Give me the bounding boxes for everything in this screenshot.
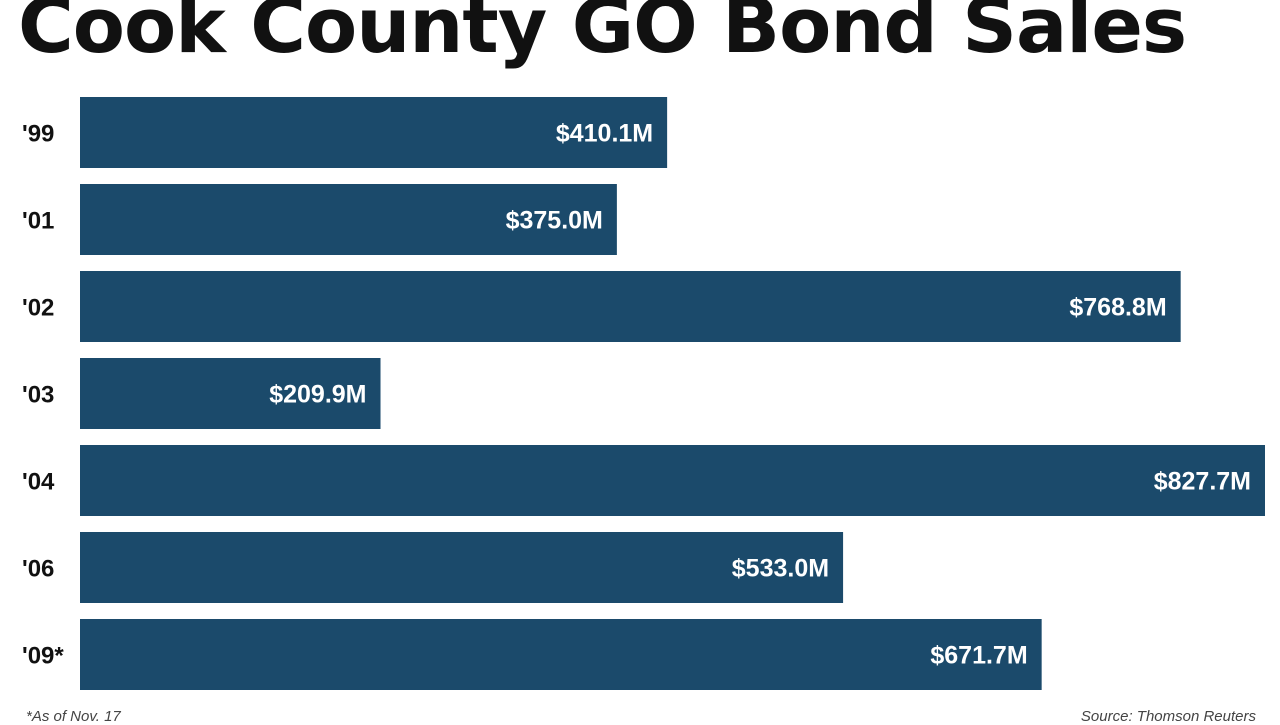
bar-3: [80, 358, 381, 429]
value-label: $375.0M: [506, 207, 603, 235]
footnote-note: *As of Nov. 17: [26, 708, 121, 725]
value-label: $671.7M: [930, 642, 1027, 670]
value-label: $209.9M: [269, 381, 366, 409]
value-label: $410.1M: [556, 120, 653, 148]
category-label: '99: [22, 121, 54, 148]
value-label: $827.7M: [1154, 468, 1251, 496]
bar-2: [80, 271, 1181, 342]
bar-5: [80, 532, 844, 603]
footnote-source: Source: Thomson Reuters: [1080, 708, 1256, 725]
category-label: '09*: [22, 643, 64, 670]
bar-0: [80, 97, 668, 168]
category-label: '02: [22, 295, 54, 322]
bar-4: [80, 445, 1265, 516]
bar-1: [80, 184, 617, 255]
category-label: '04: [22, 469, 55, 496]
value-label: $768.8M: [1069, 294, 1166, 322]
bar-6: [80, 619, 1042, 690]
category-label: '03: [22, 382, 54, 409]
category-label: '06: [22, 556, 54, 583]
chart-title: Cook County GO Bond Sales: [18, 0, 1187, 70]
category-label: '01: [22, 208, 54, 235]
value-label: $533.0M: [732, 555, 829, 583]
